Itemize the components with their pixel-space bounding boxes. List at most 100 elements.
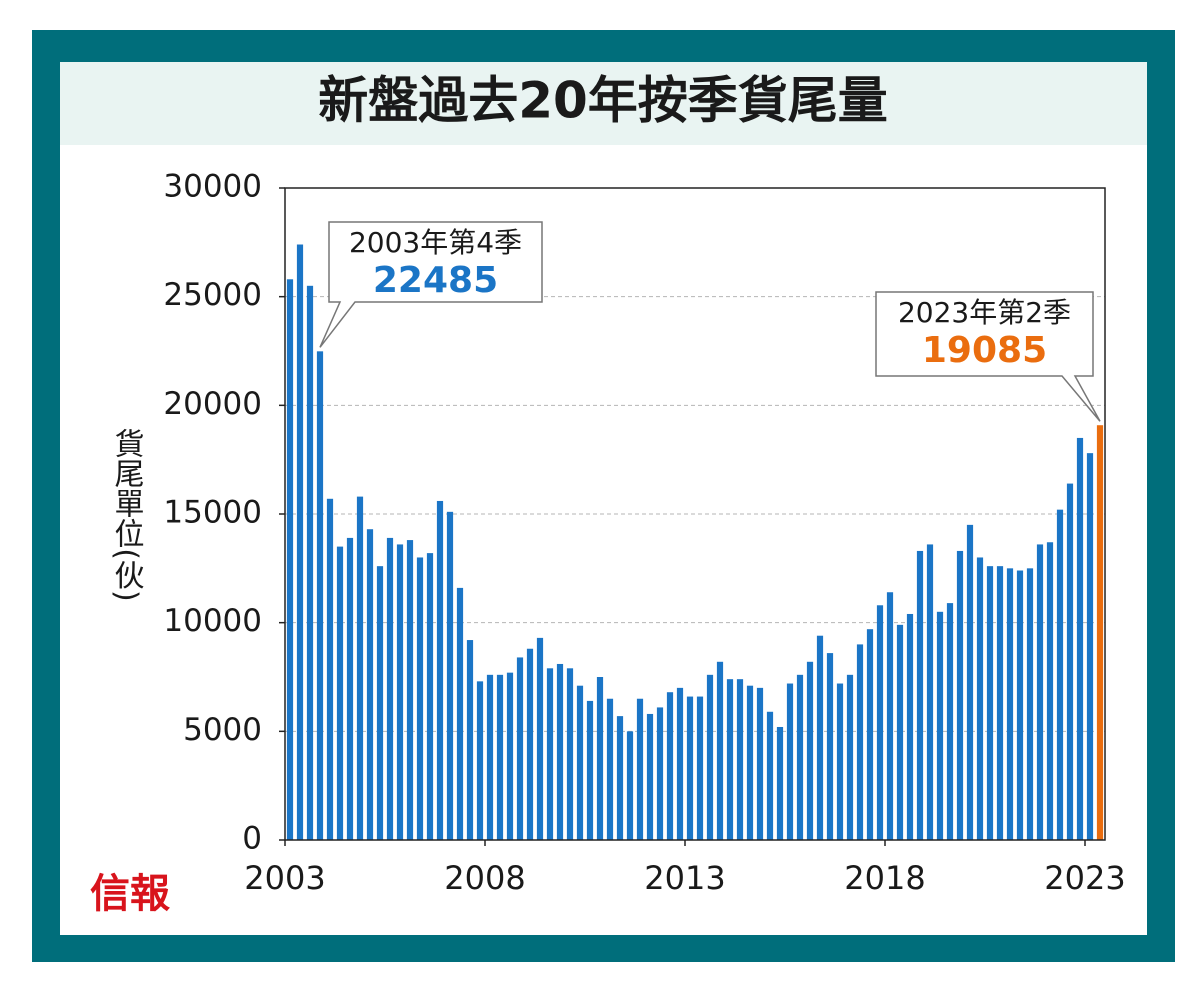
title-band: [60, 62, 1147, 145]
bar: [1086, 453, 1094, 840]
bar: [706, 674, 714, 840]
callout-text: 2023年第2季: [898, 296, 1071, 329]
bar: [1006, 568, 1014, 840]
y-tick-label: 20000: [163, 386, 262, 422]
bar: [976, 557, 984, 840]
y-tick-label: 0: [242, 821, 262, 857]
bar: [1036, 544, 1044, 840]
bar: [796, 674, 804, 840]
bar: [536, 637, 544, 840]
bar: [416, 557, 424, 840]
bar: [636, 698, 644, 840]
y-tick-label: 15000: [163, 495, 262, 531]
source-logo: 信報: [90, 870, 170, 917]
bar: [846, 674, 854, 840]
bar: [856, 644, 864, 840]
bar: [446, 511, 454, 840]
x-tick-label: 2013: [644, 859, 725, 897]
bar: [1046, 542, 1054, 840]
x-tick-label: 2008: [444, 859, 525, 897]
bar: [576, 685, 584, 840]
chart-title: 新盤過去20年按季貨尾量: [318, 72, 888, 130]
bar: [346, 537, 354, 840]
callout-value: 22485: [373, 260, 498, 301]
bar: [916, 550, 924, 840]
bar: [736, 679, 744, 840]
bar: [666, 692, 674, 840]
bar: [716, 661, 724, 840]
bar: [486, 674, 494, 840]
y-tick-label: 25000: [163, 277, 262, 313]
bar: [686, 696, 694, 840]
bar: [606, 698, 614, 840]
panel: [60, 62, 1147, 935]
bar: [1056, 509, 1064, 840]
bar: [956, 550, 964, 840]
bar: [656, 707, 664, 840]
bar: [616, 716, 624, 840]
y-tick-label: 5000: [183, 712, 262, 748]
bar: [1016, 570, 1024, 840]
bar: [396, 544, 404, 840]
bar: [326, 498, 334, 840]
bar: [886, 592, 894, 840]
bar: [896, 624, 904, 840]
x-tick-label: 2018: [844, 859, 925, 897]
callout-box: [319, 221, 543, 348]
bar: [466, 640, 474, 840]
bar: [406, 540, 414, 840]
bar: [836, 683, 844, 840]
bar: [316, 351, 324, 840]
bar: [996, 566, 1004, 840]
bar: [596, 677, 604, 840]
bar: [476, 681, 484, 840]
bar: [936, 611, 944, 840]
bar: [296, 244, 304, 841]
bar: [646, 713, 654, 840]
bar: [786, 683, 794, 840]
bar: [746, 685, 754, 840]
bar: [366, 529, 374, 840]
bar: [516, 657, 524, 840]
bar: [1026, 568, 1034, 840]
bar: [806, 661, 814, 840]
bar: [436, 500, 444, 840]
bar: [556, 663, 564, 840]
bar: [526, 648, 534, 840]
bar: [926, 544, 934, 840]
bar: [306, 285, 314, 840]
bar: [386, 537, 394, 840]
bar: [776, 726, 784, 840]
callout-text: 2003年第4季: [349, 226, 522, 259]
x-tick-label: 2003: [244, 859, 325, 897]
bar: [356, 496, 364, 840]
bar: [966, 524, 974, 840]
bar: [826, 653, 834, 840]
bar: [986, 566, 994, 840]
bar: [1076, 437, 1084, 840]
bar: [1096, 425, 1104, 840]
bar: [876, 605, 884, 840]
callout-value: 19085: [922, 330, 1047, 371]
y-tick-label: 30000: [163, 169, 262, 205]
bar: [566, 668, 574, 840]
y-tick-label: 10000: [163, 603, 262, 639]
bar: [696, 696, 704, 840]
bar: [496, 674, 504, 840]
bar: [866, 629, 874, 840]
bar: [726, 679, 734, 840]
bar: [816, 635, 824, 840]
bar: [906, 613, 914, 840]
bar: [676, 687, 684, 840]
bar: [756, 687, 764, 840]
x-tick-label: 2023: [1044, 859, 1125, 897]
bar: [376, 566, 384, 840]
bar: [456, 587, 464, 840]
bar: [586, 700, 594, 840]
bar: [946, 603, 954, 840]
bar: [426, 553, 434, 840]
bar: [506, 672, 514, 840]
bar: [1066, 483, 1074, 840]
plot-frame: [284, 187, 1106, 841]
